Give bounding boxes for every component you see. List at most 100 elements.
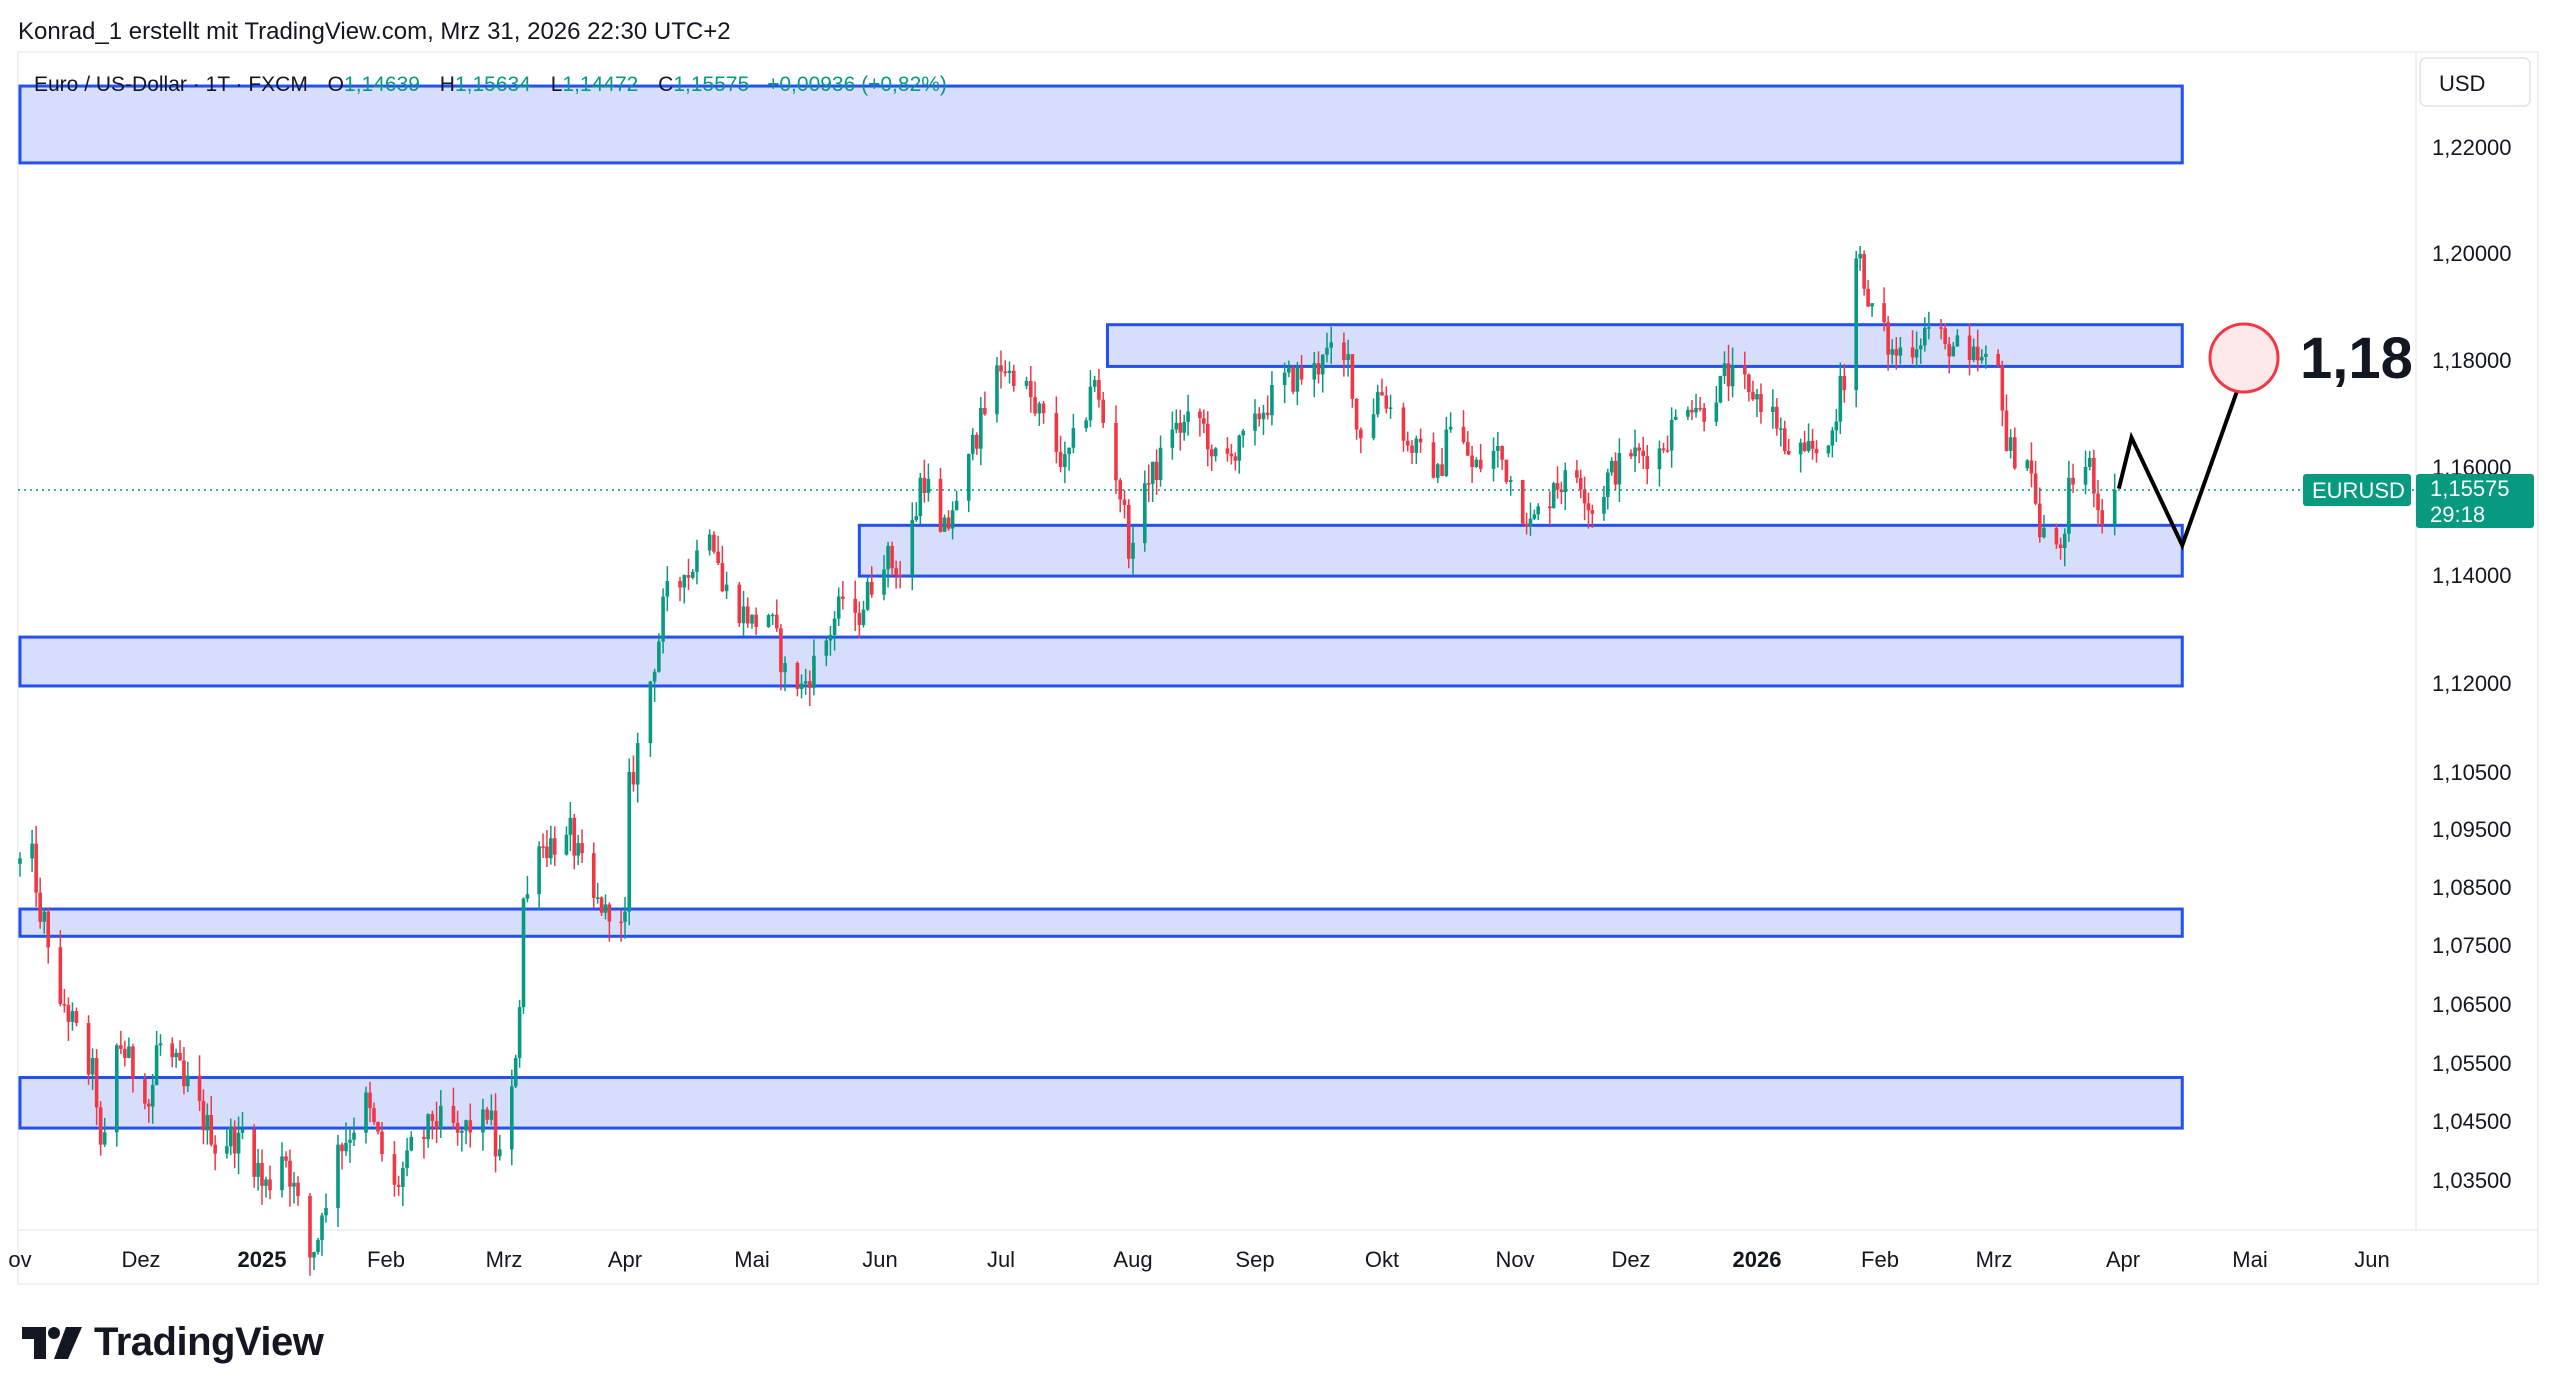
candle-128[interactable] <box>745 597 750 628</box>
candle-366[interactable] <box>2112 473 2117 536</box>
candle-149[interactable] <box>865 576 870 611</box>
candle-129[interactable] <box>750 614 754 629</box>
candle-352[interactable] <box>2029 442 2034 488</box>
candle-164[interactable] <box>950 501 955 540</box>
candle-114[interactable] <box>661 588 665 654</box>
candle-96[interactable] <box>564 826 569 856</box>
candle-73[interactable] <box>430 1110 435 1140</box>
tradingview-logo[interactable]: TradingView <box>20 1320 324 1365</box>
candle-108[interactable] <box>627 758 632 926</box>
candle-46[interactable] <box>280 1142 284 1198</box>
candle-353[interactable] <box>2033 460 2038 506</box>
candle-240[interactable] <box>1388 394 1393 419</box>
candle-65[interactable] <box>380 1122 384 1162</box>
candle-322[interactable] <box>1858 245 1862 271</box>
candle-364[interactable] <box>2096 479 2100 527</box>
candle-275[interactable] <box>1590 504 1595 528</box>
candle-341[interactable] <box>1967 323 1972 376</box>
candle-134[interactable] <box>779 624 783 691</box>
candle-206[interactable] <box>1198 408 1202 437</box>
candle-320[interactable] <box>1842 363 1847 403</box>
support-resistance-zones[interactable] <box>18 84 2184 1130</box>
candle-293[interactable] <box>1694 393 1698 418</box>
candle-66[interactable] <box>392 1141 397 1197</box>
candle-284[interactable] <box>1641 436 1645 469</box>
candle-119[interactable] <box>690 569 695 580</box>
candle-227[interactable] <box>1316 351 1321 384</box>
candle-223[interactable] <box>1291 366 1295 395</box>
candle-194[interactable] <box>1126 499 1131 569</box>
candle-109[interactable] <box>631 755 636 792</box>
candle-158[interactable] <box>918 472 923 525</box>
candle-308[interactable] <box>1779 417 1783 447</box>
candle-97[interactable] <box>568 802 573 852</box>
candle-102[interactable] <box>595 882 600 904</box>
candle-72[interactable] <box>426 1113 430 1148</box>
candle-34[interactable] <box>209 1096 214 1147</box>
candle-286[interactable] <box>1657 440 1662 487</box>
candle-235[interactable] <box>1359 427 1363 454</box>
candle-43[interactable] <box>260 1149 264 1205</box>
candle-9[interactable] <box>70 1002 75 1031</box>
candle-228[interactable] <box>1320 354 1325 393</box>
candle-76[interactable] <box>451 1087 456 1130</box>
candle-95[interactable] <box>552 826 557 866</box>
candle-120[interactable] <box>695 539 699 585</box>
candle-225[interactable] <box>1299 355 1304 385</box>
zone-rect-2[interactable] <box>857 523 2184 578</box>
candle-51[interactable] <box>308 1193 312 1276</box>
candle-203[interactable] <box>1178 409 1183 451</box>
candle-172[interactable] <box>999 350 1003 389</box>
candle-234[interactable] <box>1354 398 1359 440</box>
candle-163[interactable] <box>946 510 951 531</box>
candle-121[interactable] <box>707 529 712 556</box>
candle-16[interactable] <box>115 1043 119 1147</box>
candle-38[interactable] <box>232 1120 237 1169</box>
candle-68[interactable] <box>401 1161 405 1207</box>
candle-88[interactable] <box>517 1000 522 1068</box>
candle-42[interactable] <box>256 1148 260 1191</box>
candle-75[interactable] <box>438 1089 443 1138</box>
candle-277[interactable] <box>1606 468 1610 510</box>
candle-283[interactable] <box>1637 443 1641 464</box>
candle-22[interactable] <box>147 1099 151 1123</box>
candle-6[interactable] <box>58 930 63 1007</box>
candle-29[interactable] <box>182 1047 186 1095</box>
candle-346[interactable] <box>1996 349 2000 368</box>
candle-281[interactable] <box>1629 449 1633 460</box>
candle-90[interactable] <box>525 875 530 903</box>
candle-103[interactable] <box>599 896 604 916</box>
candle-82[interactable] <box>485 1106 489 1125</box>
candle-296[interactable] <box>1714 386 1719 427</box>
candle-45[interactable] <box>268 1165 272 1200</box>
candle-165[interactable] <box>954 490 959 511</box>
candle-116[interactable] <box>678 576 682 602</box>
candle-313[interactable] <box>1806 423 1811 453</box>
zone-rect-3[interactable] <box>18 635 2184 688</box>
candle-265[interactable] <box>1536 503 1540 521</box>
candle-193[interactable] <box>1122 490 1127 519</box>
candle-101[interactable] <box>591 842 596 909</box>
candle-85[interactable] <box>497 1134 502 1161</box>
candle-18[interactable] <box>123 1040 127 1067</box>
candle-47[interactable] <box>284 1151 288 1168</box>
candle-197[interactable] <box>1146 464 1151 503</box>
candle-130[interactable] <box>754 607 758 635</box>
candle-83[interactable] <box>489 1094 494 1126</box>
candle-155[interactable] <box>898 560 902 589</box>
candle-269[interactable] <box>1559 481 1564 505</box>
candle-181[interactable] <box>1054 396 1059 464</box>
candle-187[interactable] <box>1088 369 1093 428</box>
candle-339[interactable] <box>1951 342 1956 357</box>
candle-221[interactable] <box>1282 362 1287 404</box>
candle-343[interactable] <box>1975 329 1980 372</box>
candle-306[interactable] <box>1771 389 1775 429</box>
candle-50[interactable] <box>296 1176 300 1206</box>
candle-175[interactable] <box>1011 364 1016 392</box>
candle-145[interactable] <box>841 581 845 610</box>
candle-125[interactable] <box>724 571 729 599</box>
candle-210[interactable] <box>1213 447 1218 462</box>
candle-49[interactable] <box>292 1172 296 1204</box>
candle-256[interactable] <box>1491 437 1496 482</box>
